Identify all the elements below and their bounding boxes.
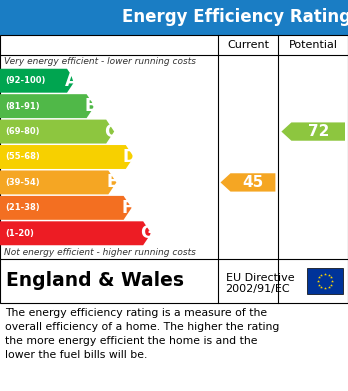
Bar	[0, 35, 348, 303]
Text: (39-54): (39-54)	[5, 178, 40, 187]
Text: Not energy efficient - higher running costs: Not energy efficient - higher running co…	[4, 248, 196, 257]
Text: Very energy efficient - lower running costs: Very energy efficient - lower running co…	[4, 57, 196, 66]
Text: B: B	[84, 97, 97, 115]
Polygon shape	[0, 170, 116, 194]
Text: The energy efficiency rating is a measure of the
overall efficiency of a home. T: The energy efficiency rating is a measur…	[5, 308, 279, 360]
Text: G: G	[140, 224, 154, 242]
Text: 72: 72	[308, 124, 329, 139]
Polygon shape	[0, 120, 114, 143]
Text: Current: Current	[227, 40, 269, 50]
Polygon shape	[0, 69, 75, 93]
Polygon shape	[0, 94, 95, 118]
Polygon shape	[0, 145, 134, 169]
Text: A: A	[65, 72, 78, 90]
Polygon shape	[0, 196, 132, 220]
Text: (1-20): (1-20)	[5, 229, 34, 238]
Text: E: E	[107, 174, 118, 192]
Polygon shape	[282, 122, 345, 141]
Text: (21-38): (21-38)	[5, 203, 40, 212]
Text: 2002/91/EC: 2002/91/EC	[226, 284, 290, 294]
Text: Energy Efficiency Rating: Energy Efficiency Rating	[122, 9, 348, 27]
Text: England & Wales: England & Wales	[6, 271, 184, 291]
Polygon shape	[221, 173, 275, 192]
Text: Potential: Potential	[289, 40, 338, 50]
Polygon shape	[0, 221, 151, 245]
Bar	[307, 268, 343, 294]
Text: C: C	[104, 122, 116, 141]
Text: 45: 45	[242, 175, 263, 190]
Text: (92-100): (92-100)	[5, 76, 45, 85]
Text: (69-80): (69-80)	[5, 127, 40, 136]
Text: (55-68): (55-68)	[5, 152, 40, 161]
Text: EU Directive: EU Directive	[226, 273, 294, 283]
Bar	[0, 0, 348, 35]
Text: D: D	[123, 148, 137, 166]
Text: (81-91): (81-91)	[5, 102, 40, 111]
Text: F: F	[122, 199, 133, 217]
